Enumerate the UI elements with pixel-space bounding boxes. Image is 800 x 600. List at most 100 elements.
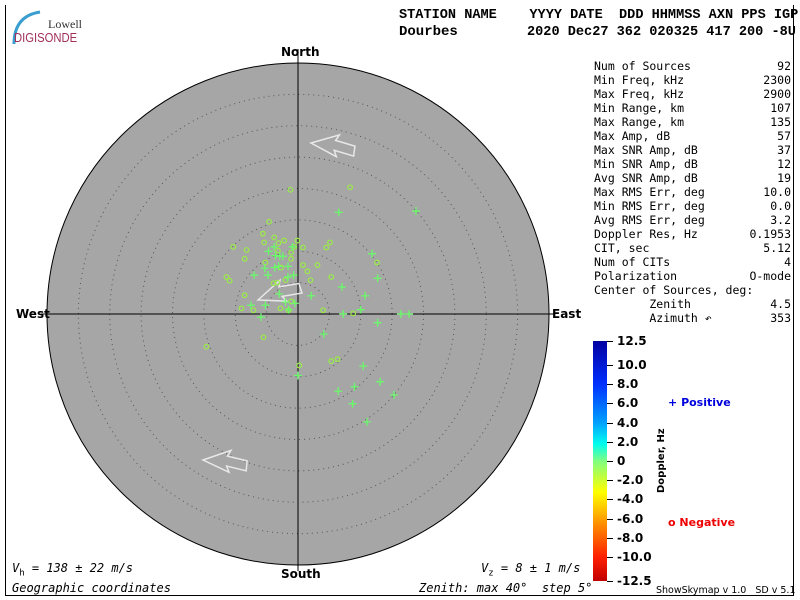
stat-row: Num of Sources 92: [594, 59, 791, 73]
colorbar-tick-label: -10.0: [617, 550, 652, 564]
colorbar-tick-label: 0: [617, 454, 626, 468]
source-point-positive: [373, 318, 382, 327]
stat-label: Zenith: [594, 297, 691, 311]
source-point-positive: [283, 262, 292, 271]
source-point-negative: [294, 237, 301, 244]
vh-symbol: V: [12, 561, 20, 575]
colorbar-tick: [607, 557, 613, 558]
stat-label: Min RMS Err, deg: [594, 199, 705, 213]
stat-row: Max RMS Err, deg 10.0: [594, 185, 791, 199]
source-point-positive: [334, 387, 343, 396]
source-point-negative: [230, 243, 237, 250]
stat-value: 10.0: [763, 185, 791, 199]
stat-label: Num of Sources: [594, 59, 691, 73]
source-point-negative: [261, 239, 268, 246]
stat-row: Max Freq, kHz 2900: [594, 87, 791, 101]
colorbar-tick: [607, 461, 613, 462]
legend-positive: + Positive: [668, 396, 731, 409]
legend-negative-label: Negative: [679, 516, 736, 529]
stat-value: 0.0: [770, 199, 791, 213]
colorbar-tick-label: -12.5: [617, 574, 652, 588]
source-point-negative: [274, 279, 281, 286]
source-point-negative: [288, 255, 294, 262]
stat-label: Max Range, km: [594, 115, 685, 129]
source-point-negative: [320, 307, 327, 314]
stat-label: Avg SNR Amp, dB: [594, 171, 698, 185]
source-point-positive: [307, 291, 316, 300]
source-point-negative: [277, 305, 284, 312]
colorbar-tick: [607, 365, 613, 366]
drift-arrow-icon: [309, 133, 356, 159]
source-point-negative: [327, 239, 333, 246]
source-point-negative: [226, 277, 233, 284]
stat-row: Max SNR Amp, dB 37: [594, 143, 791, 157]
zenith-info: Zenith: max 40° step 5°: [419, 581, 593, 595]
stat-value: 4: [784, 255, 791, 269]
source-point-negative: [259, 230, 266, 237]
header-labels: STATION NAME YYYY DATE DDD HHMMSS AXN PP…: [399, 7, 799, 23]
stat-row: CIT, sec 5.12: [594, 241, 791, 255]
source-point-negative: [270, 280, 277, 287]
stat-value: 5.12: [763, 241, 791, 255]
source-point-negative: [260, 334, 267, 341]
colorbar-tick-label: 8.0: [617, 377, 639, 392]
stat-label: Min SNR Amp, dB: [594, 157, 698, 171]
stat-label: Doppler Res, Hz: [594, 227, 698, 241]
source-point-positive: [356, 305, 365, 314]
stat-value: 2300: [763, 73, 791, 87]
source-point-positive: [390, 390, 399, 399]
colorbar-tick-label: -2.0: [617, 473, 644, 488]
colorbar-tick-label: 10.0: [617, 358, 647, 372]
source-point-negative: [323, 244, 330, 251]
source-point-negative: [281, 237, 288, 244]
stat-row: Zenith 4.5: [594, 297, 791, 311]
source-point-positive: [283, 272, 292, 281]
source-point-positive: [275, 289, 284, 298]
source-point-negative: [241, 255, 248, 262]
horizontal-velocity: Vh = 138 ± 22 m/s: [12, 561, 133, 578]
source-point-negative: [304, 268, 311, 275]
doppler-axis-label: Doppler, Hz: [656, 428, 667, 493]
colorbar-tick-label: 12.5: [617, 334, 647, 348]
stat-row: Max Range, km 135: [594, 115, 791, 129]
source-point-negative: [314, 262, 321, 268]
logo-digisonde: DIGISONDE: [14, 31, 78, 45]
source-point-positive: [363, 417, 372, 426]
legend-negative: o Negative: [668, 516, 735, 529]
source-point-positive: [264, 247, 273, 256]
colorbar-tick-label: 2.0: [617, 434, 639, 449]
stat-row: Center of Sources, deg:: [594, 283, 791, 297]
label-north: North: [281, 45, 320, 59]
source-point-negative: [300, 262, 306, 268]
source-point-positive: [337, 283, 346, 292]
source-point-positive: [288, 242, 297, 251]
source-point-positive: [361, 291, 370, 300]
source-point-negative: [241, 292, 248, 299]
source-point-positive: [270, 242, 279, 251]
stat-label: Max RMS Err, deg: [594, 185, 705, 199]
stat-row: Max Amp, dB 57: [594, 129, 791, 143]
source-point-positive: [250, 271, 259, 280]
stat-label: Min Range, km: [594, 101, 685, 115]
source-point-negative: [328, 274, 335, 280]
source-point-positive: [270, 263, 279, 272]
source-point-positive: [319, 330, 328, 339]
stat-value: O-mode: [749, 269, 791, 283]
colorbar-tick: [607, 581, 613, 582]
source-point-negative: [203, 343, 210, 350]
colorbar-tick-label: -6.0: [617, 511, 644, 526]
source-point-negative: [328, 358, 335, 364]
stat-value: 12: [777, 157, 791, 171]
source-point-positive: [290, 299, 299, 308]
source-point-positive: [368, 249, 377, 258]
colorbar-tick: [607, 537, 613, 539]
digisonde-logo: [12, 10, 41, 45]
stat-label: Max Freq, kHz: [594, 87, 685, 101]
vz-subscript: z: [488, 568, 494, 579]
source-point-positive: [278, 252, 287, 261]
colorbar-tick-label: -4.0: [617, 492, 644, 507]
source-point-positive: [256, 313, 265, 322]
stat-row: Polarization O-mode: [594, 269, 791, 283]
stat-label: Min Freq, kHz: [594, 73, 685, 87]
